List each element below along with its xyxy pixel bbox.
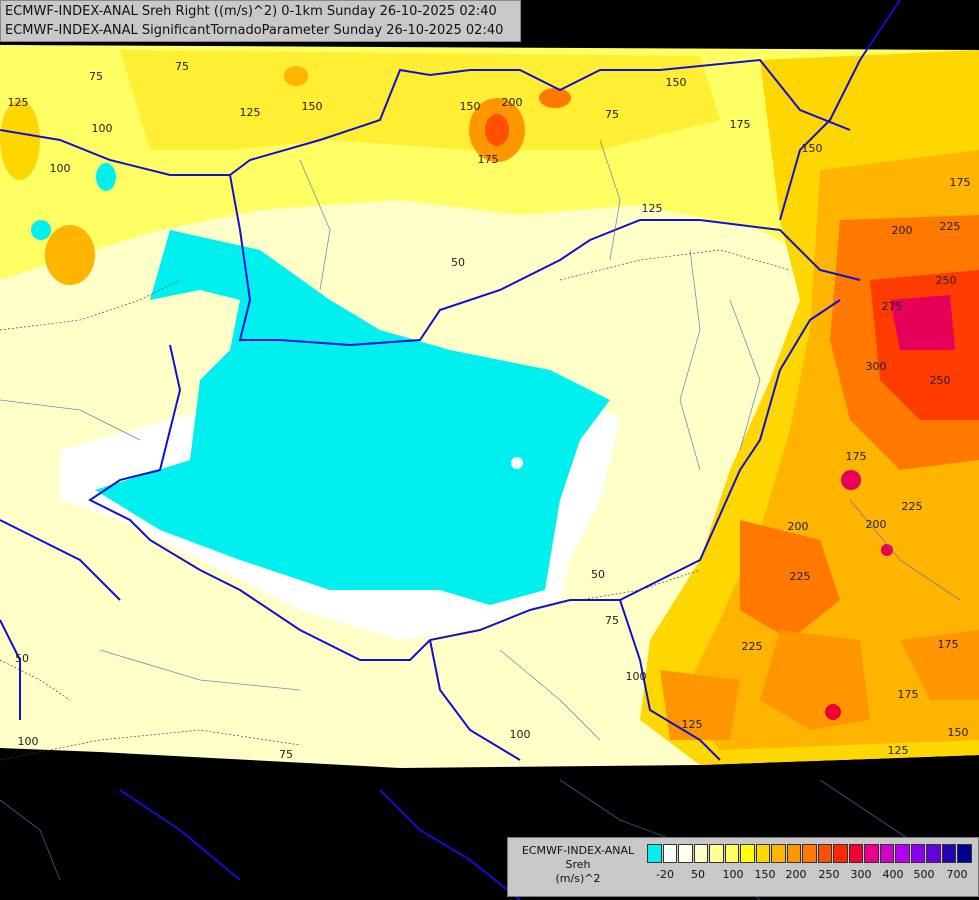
legend-swatch: [879, 844, 894, 863]
contour-label: 125: [8, 96, 29, 109]
legend-swatch: [926, 844, 941, 863]
legend-swatch: [895, 844, 910, 863]
legend-tick-label: 400: [882, 868, 904, 881]
legend-swatch: [864, 844, 879, 863]
contour-lines: [0, 249, 791, 761]
title-box: ECMWF-INDEX-ANAL Sreh Right ((m/s)^2) 0-…: [0, 0, 521, 42]
legend-tick-label: -20: [656, 868, 674, 881]
legend-ticks: -20 50 100 150 200 250 300 400 500 700: [647, 868, 977, 884]
field-area: [0, 45, 979, 768]
legend-tick-label: 250: [818, 868, 840, 881]
contour-label: 250: [930, 374, 951, 387]
contour-label: 225: [940, 220, 961, 233]
region-lines: [0, 139, 961, 900]
contour-label: 225: [742, 640, 763, 653]
contour-label: 175: [898, 688, 919, 701]
legend-tick-label: 500: [913, 868, 935, 881]
contour-label: 50: [15, 652, 29, 665]
contour-label: 125: [642, 202, 663, 215]
legend-swatch: [817, 844, 832, 863]
legend-swatch: [786, 844, 801, 863]
contour-label: 200: [892, 224, 913, 237]
contour-label: 125: [240, 106, 261, 119]
contour-label: 200: [866, 518, 887, 531]
contour-label: 225: [902, 500, 923, 513]
legend-swatch: [910, 844, 925, 863]
legend-swatch: [833, 844, 848, 863]
legend-swatch: [802, 844, 817, 863]
contour-label: 175: [950, 176, 971, 189]
contour-label: 75: [89, 70, 103, 83]
contour-label: 200: [788, 520, 809, 533]
contour-label: 100: [626, 670, 647, 683]
title-line-2: ECMWF-INDEX-ANAL SignificantTornadoParam…: [5, 23, 504, 38]
contour-label: 100: [50, 162, 71, 175]
legend-tick-label: 50: [691, 868, 705, 881]
legend-swatch: [771, 844, 786, 863]
legend-swatch: [662, 844, 677, 863]
contour-label: 50: [451, 256, 465, 269]
legend-swatch: [647, 844, 662, 863]
legend-swatch: [724, 844, 739, 863]
contour-labels: 125 75 75 100 125 150 150 200 175 75 150 175 150 175 1…: [8, 60, 971, 761]
contour-label: 175: [478, 153, 499, 166]
title-line-1: ECMWF-INDEX-ANAL Sreh Right ((m/s)^2) 0-…: [5, 4, 497, 19]
legend-swatches: [647, 844, 973, 863]
contour-label: 75: [279, 748, 293, 761]
legend-swatch: [693, 844, 708, 863]
contour-label: 150: [666, 76, 687, 89]
contour-label: 250: [936, 274, 957, 287]
legend-swatch: [740, 844, 755, 863]
contour-label: 75: [605, 614, 619, 627]
legend-swatch: [709, 844, 724, 863]
legend-tick-label: 150: [754, 868, 776, 881]
legend-tick-label: 700: [946, 868, 968, 881]
legend-title: ECMWF-INDEX-ANAL Sreh (m/s)^2: [512, 844, 644, 886]
legend-tick-label: 200: [785, 868, 807, 881]
color-legend: ECMWF-INDEX-ANAL Sreh (m/s)^2 -20 50 100 15…: [507, 837, 979, 897]
legend-swatch: [848, 844, 863, 863]
contour-label: 100: [92, 122, 113, 135]
contour-label: 300: [866, 360, 887, 373]
contour-label: 225: [790, 570, 811, 583]
legend-swatch: [957, 844, 972, 863]
contour-label: 275: [882, 300, 903, 313]
country-borders: [0, 0, 901, 900]
legend-variable: Sreh: [565, 858, 591, 871]
contour-label: 175: [938, 638, 959, 651]
contour-label: 125: [888, 744, 909, 757]
legend-model: ECMWF-INDEX-ANAL: [521, 844, 635, 857]
legend-tick-label: 100: [722, 868, 744, 881]
contour-label: 200: [502, 96, 523, 109]
contour-label: 50: [591, 568, 605, 581]
contour-label: 75: [175, 60, 189, 73]
contour-label: 150: [460, 100, 481, 113]
contour-label: 150: [948, 726, 969, 739]
legend-swatch: [941, 844, 956, 863]
legend-swatch: [678, 844, 693, 863]
legend-swatch: [755, 844, 770, 863]
contour-label: 125: [682, 718, 703, 731]
legend-unit: (m/s)^2: [555, 872, 601, 885]
contour-label: 100: [510, 728, 531, 741]
contour-label: 175: [846, 450, 867, 463]
contour-label: 75: [605, 108, 619, 121]
contour-label: 150: [802, 142, 823, 155]
contour-label: 150: [302, 100, 323, 113]
legend-tick-label: 300: [850, 868, 872, 881]
contour-label: 100: [18, 735, 39, 748]
contour-label: 175: [730, 118, 751, 131]
